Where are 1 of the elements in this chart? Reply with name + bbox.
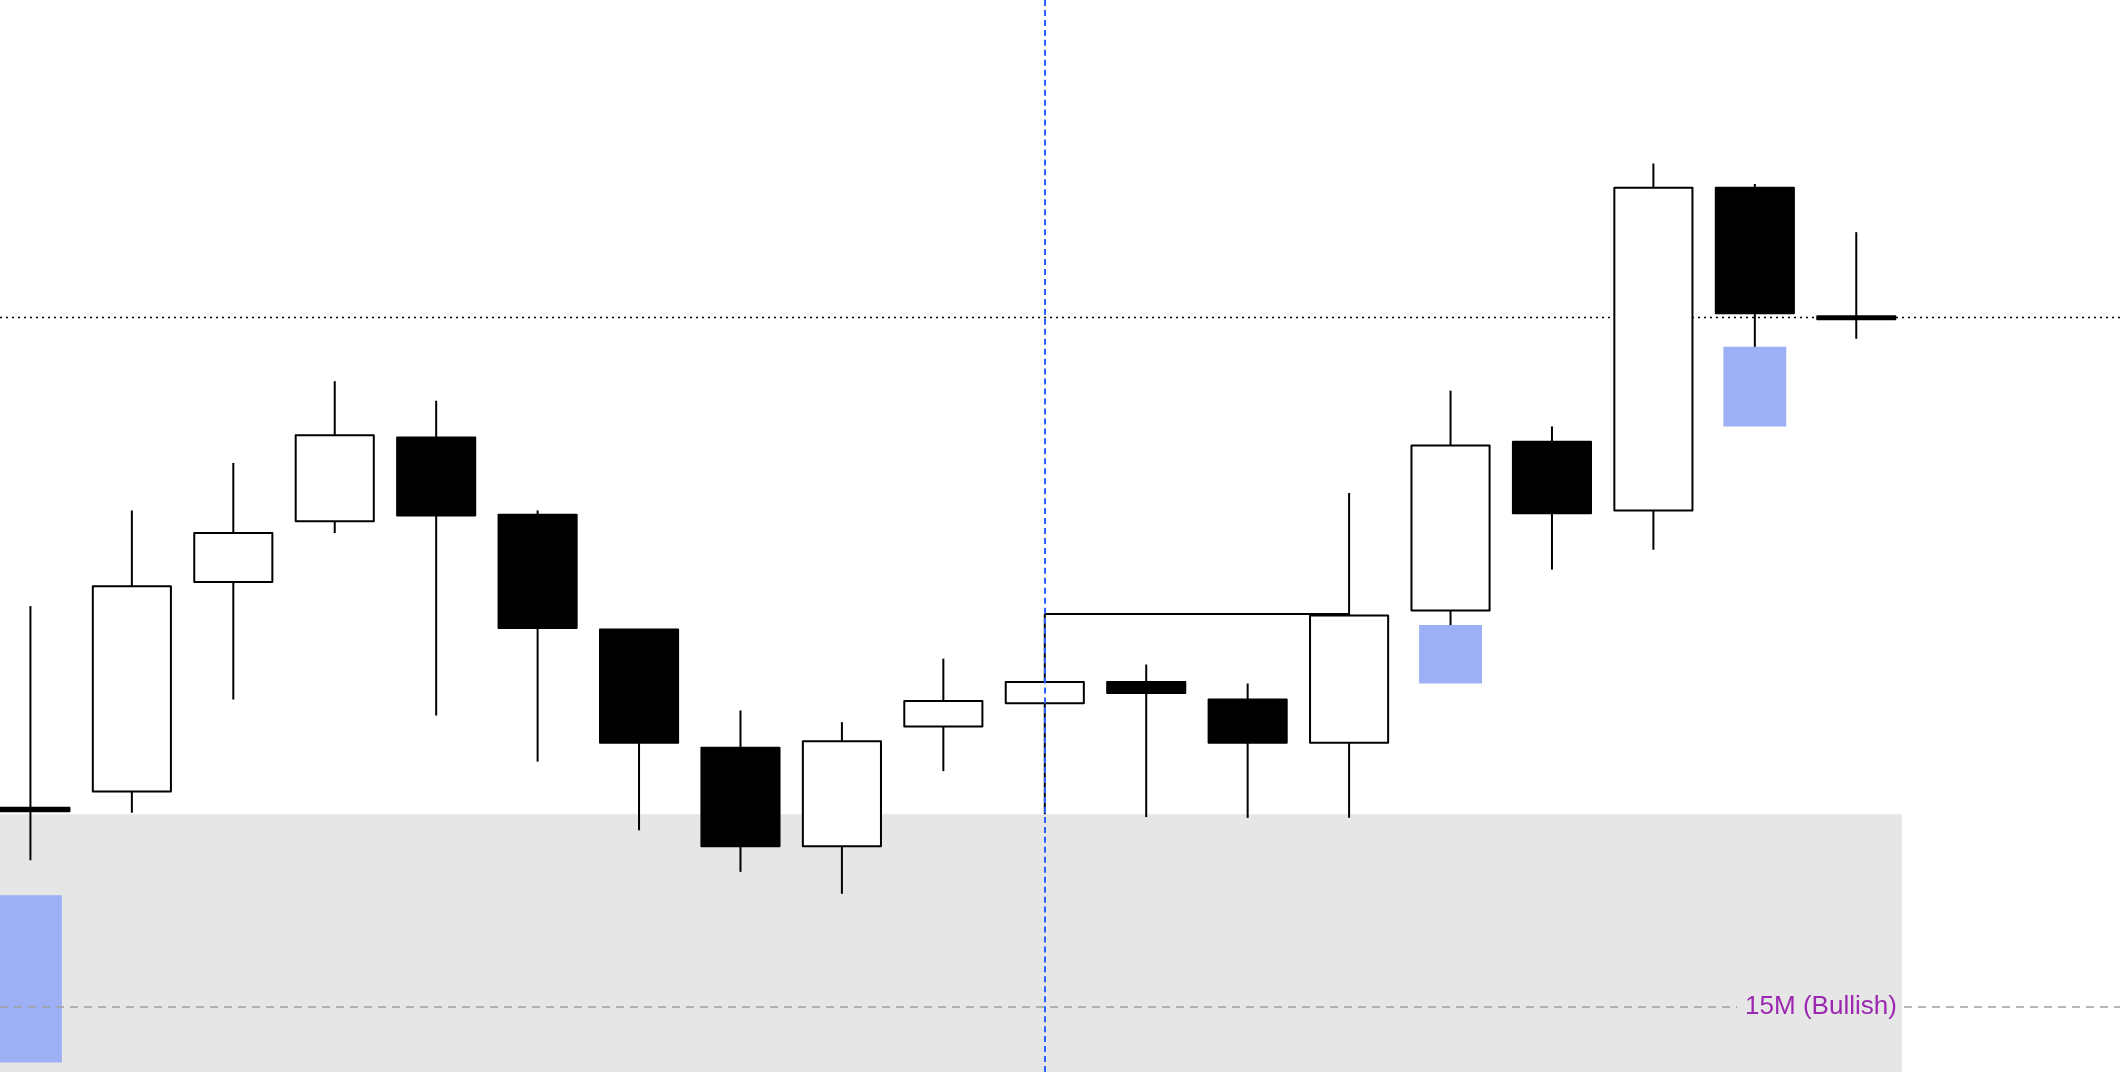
ref-line-label: 15M (Bullish) [1745, 990, 1897, 1021]
